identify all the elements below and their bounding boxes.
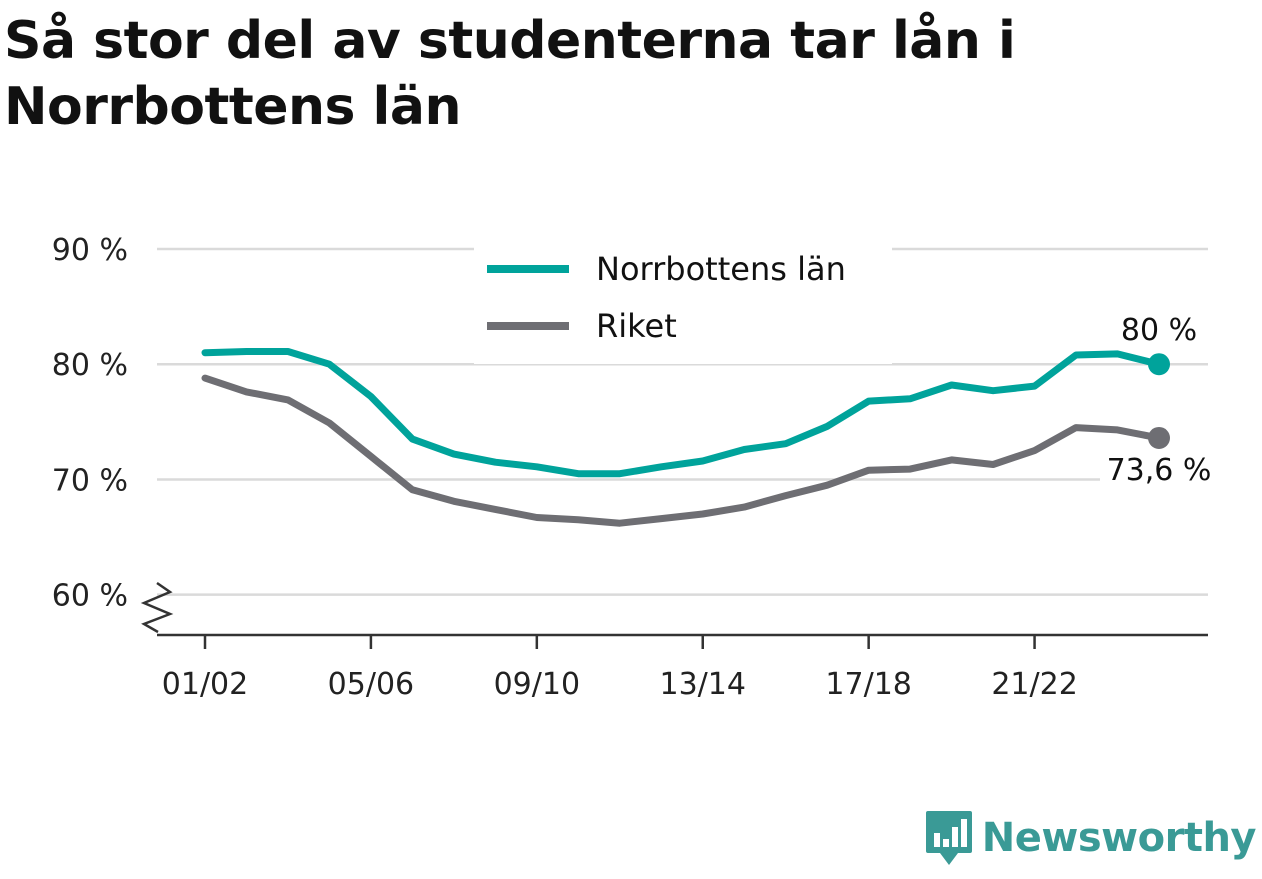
- x-axis: [140, 581, 1208, 637]
- y-tick-label: 70 %: [52, 463, 128, 498]
- series-lines: [201, 348, 1170, 527]
- x-tick-label: 01/02: [162, 667, 248, 702]
- x-tick-label: 13/14: [660, 667, 746, 702]
- y-tick-label: 80 %: [52, 348, 128, 383]
- x-tick-label: 17/18: [825, 667, 911, 702]
- legend: Norrbottens län Riket: [474, 242, 892, 364]
- legend-background: [474, 242, 892, 364]
- legend-label: Riket: [596, 307, 677, 345]
- y-tick-label: 60 %: [52, 579, 128, 614]
- series-line: [201, 374, 1163, 527]
- series-end-point: [1148, 426, 1170, 449]
- y-axis-break-marker: [140, 581, 174, 634]
- y-axis-tick-labels: 60 % 70 % 80 % 90 %: [52, 233, 128, 614]
- legend-label: Norrbottens län: [596, 250, 846, 288]
- end-label-riket: 73,6 %: [1107, 453, 1212, 488]
- end-label-norrbotten: 80 %: [1121, 313, 1197, 348]
- series-line: [201, 348, 1163, 478]
- x-tick-label: 21/22: [991, 667, 1077, 702]
- x-tick-label: 05/06: [328, 667, 414, 702]
- end-labels: 80 % 73,6 %: [1100, 313, 1218, 490]
- series-end-point: [1148, 353, 1170, 376]
- brand-name: Newsworthy: [981, 815, 1257, 861]
- end-label-background: [1100, 449, 1218, 490]
- x-axis-tick-labels: 01/02 05/06 09/10 13/14 17/18 21/22: [162, 635, 1078, 702]
- chart-title: Så stor del av studenterna tar lån i Nor…: [4, 11, 1016, 137]
- y-tick-label: 90 %: [52, 233, 128, 268]
- newsworthy-logo-icon: [925, 811, 972, 865]
- x-tick-label: 09/10: [494, 667, 580, 702]
- brand-logo: Newsworthy: [924, 809, 1257, 867]
